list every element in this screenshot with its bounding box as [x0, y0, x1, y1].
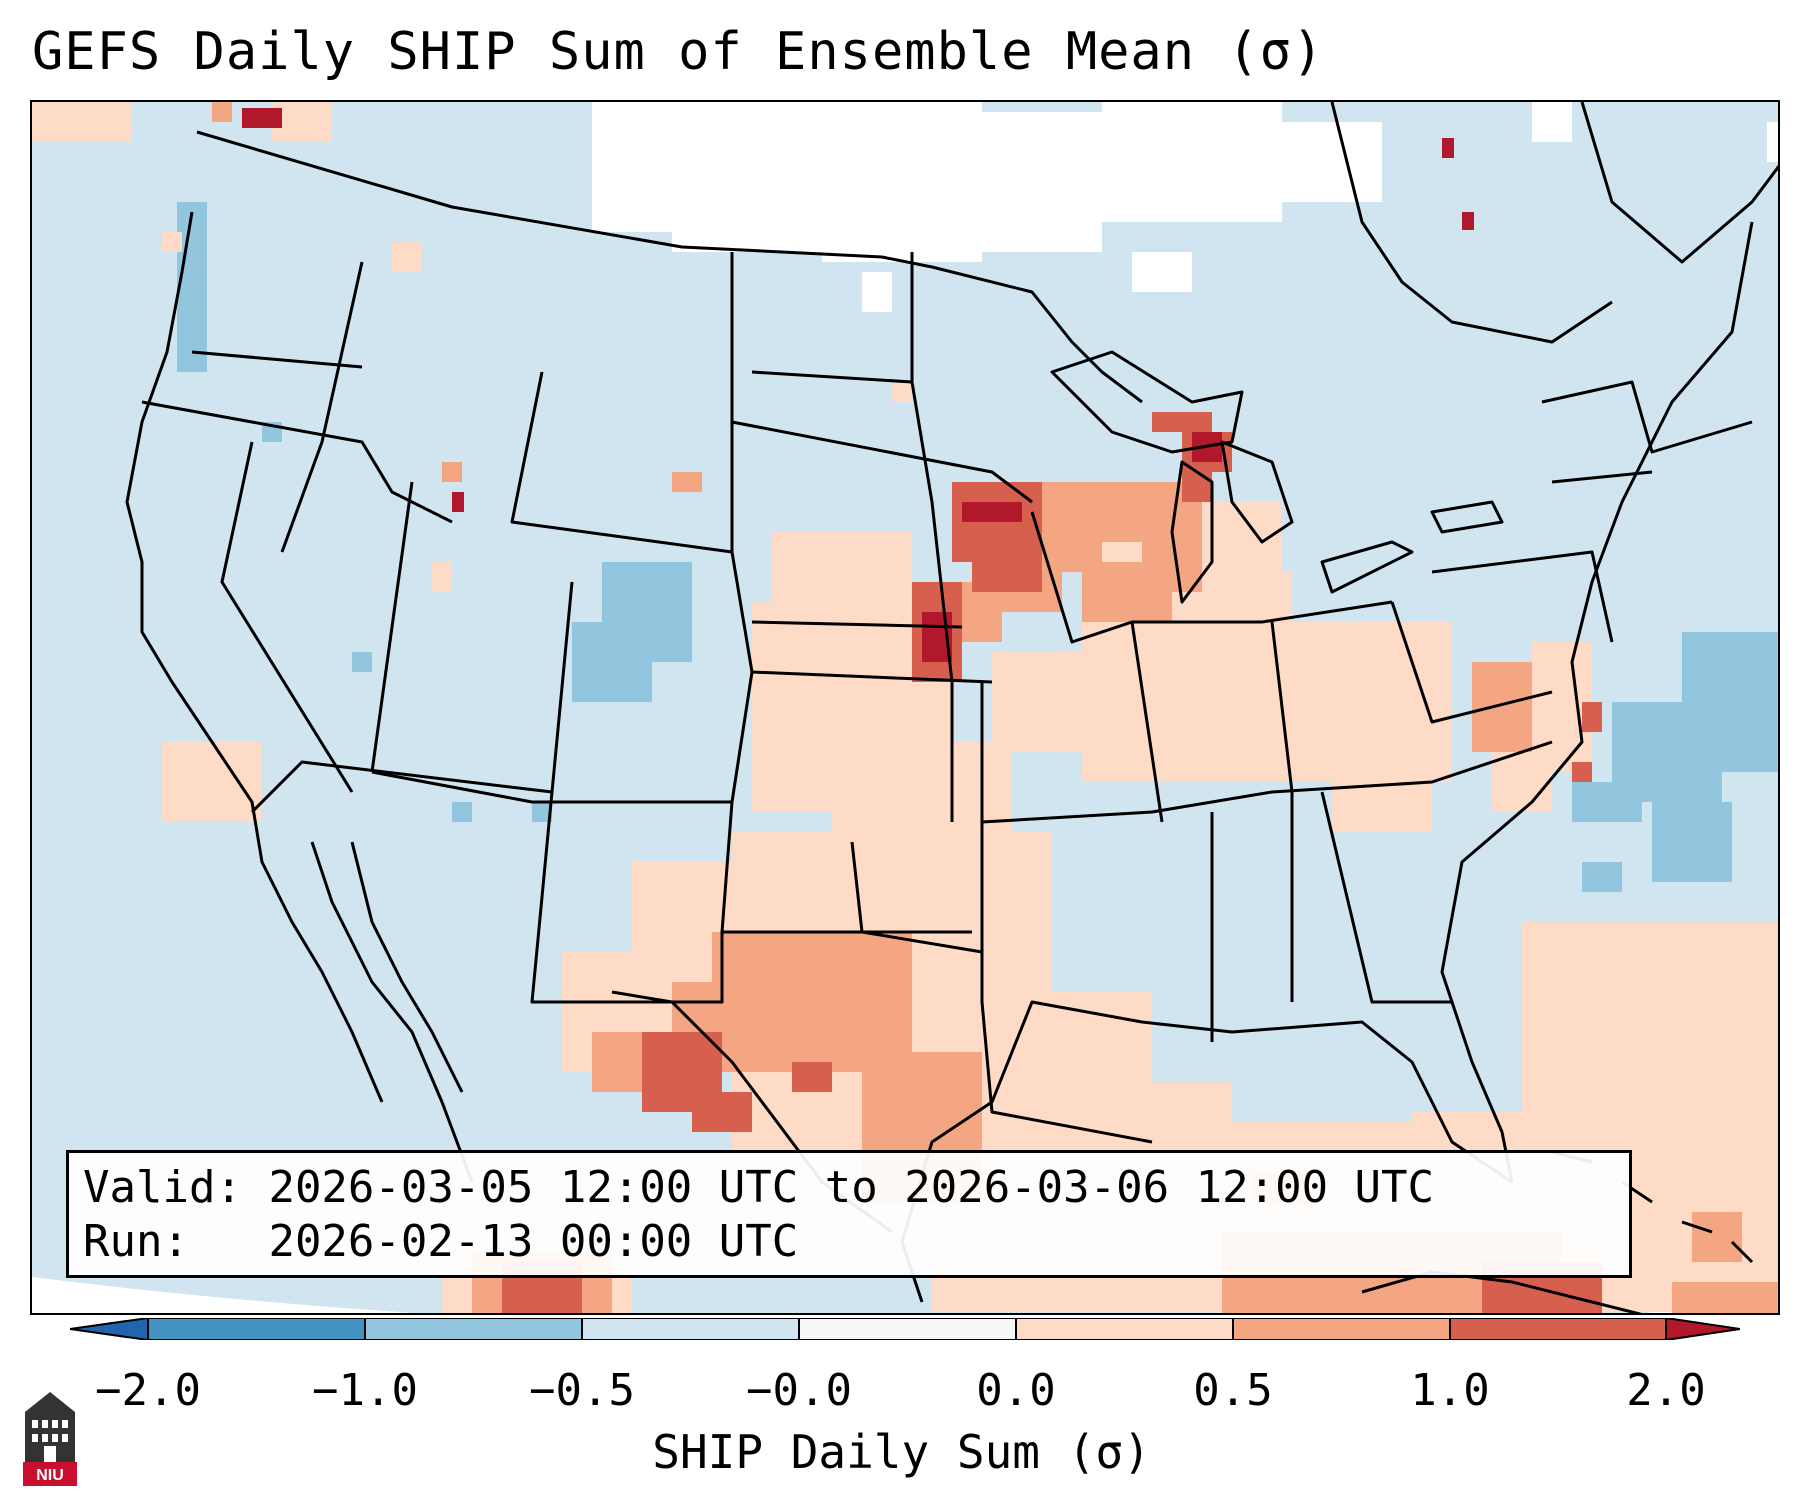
- colorbar-tick-label: 1.0: [1410, 1365, 1490, 1416]
- colorbar-tick-label: −0.5: [529, 1365, 635, 1416]
- colorbar-tick-label: 0.0: [976, 1365, 1056, 1416]
- map-canvas: [32, 102, 1778, 1313]
- page-title: GEFS Daily SHIP Sum of Ensemble Mean (σ): [32, 22, 1325, 82]
- colorbar-title: SHIP Daily Sum (σ): [652, 1425, 1151, 1479]
- colorbar-tick-label: −2.0: [95, 1365, 201, 1416]
- logo-text: NIU: [36, 1467, 64, 1484]
- lake-erie: [1320, 540, 1414, 594]
- map-panel[interactable]: [30, 100, 1780, 1315]
- colorbar-segment-3: [582, 1318, 799, 1340]
- valid-run-info-box: Valid: 2026-03-05 12:00 UTC to 2026-03-0…: [66, 1150, 1632, 1278]
- colorbar-segment-2: [365, 1318, 582, 1340]
- neg-anomaly-patches: [177, 202, 1778, 892]
- colorbar-tick-label: −0.0: [746, 1365, 852, 1416]
- lake-ontario: [1430, 500, 1504, 534]
- canada-us-border: [196, 130, 1143, 404]
- niu-building-icon: NIU: [23, 1392, 77, 1486]
- west-coast: [125, 211, 384, 1103]
- baja: [310, 841, 474, 1183]
- colorbar-tick-label: −1.0: [312, 1365, 418, 1416]
- nodata-patches: [592, 102, 1778, 312]
- colorbar-over-arrow: [1666, 1318, 1740, 1340]
- valid-label: Valid:: [83, 1162, 242, 1213]
- lake-michigan: [1170, 460, 1214, 604]
- colorbar-segment-1: [148, 1318, 365, 1340]
- colorbar-segment-7: [1450, 1318, 1666, 1340]
- colorbar-under-arrow: [70, 1318, 148, 1340]
- run-label: Run:: [83, 1216, 189, 1267]
- projection-edge-bottom-left: [32, 1277, 414, 1313]
- east-coast: [1440, 221, 1754, 1183]
- colorbar-tick-label: 0.5: [1193, 1365, 1273, 1416]
- colorbar-segment-6: [1233, 1318, 1450, 1340]
- run-value: 2026-02-13 00:00 UTC: [268, 1216, 799, 1267]
- valid-value: 2026-03-05 12:00 UTC to 2026-03-06 12:00…: [268, 1162, 1435, 1213]
- cuba: [1361, 1270, 1643, 1313]
- colorbar-segment-5: [1016, 1318, 1233, 1340]
- colorbar-segment-4: [799, 1318, 1016, 1340]
- colorbar: [70, 1318, 1740, 1340]
- colorbar-tick-label: 2.0: [1626, 1365, 1706, 1416]
- lake-huron: [1220, 440, 1294, 544]
- lake-superior: [1050, 350, 1244, 454]
